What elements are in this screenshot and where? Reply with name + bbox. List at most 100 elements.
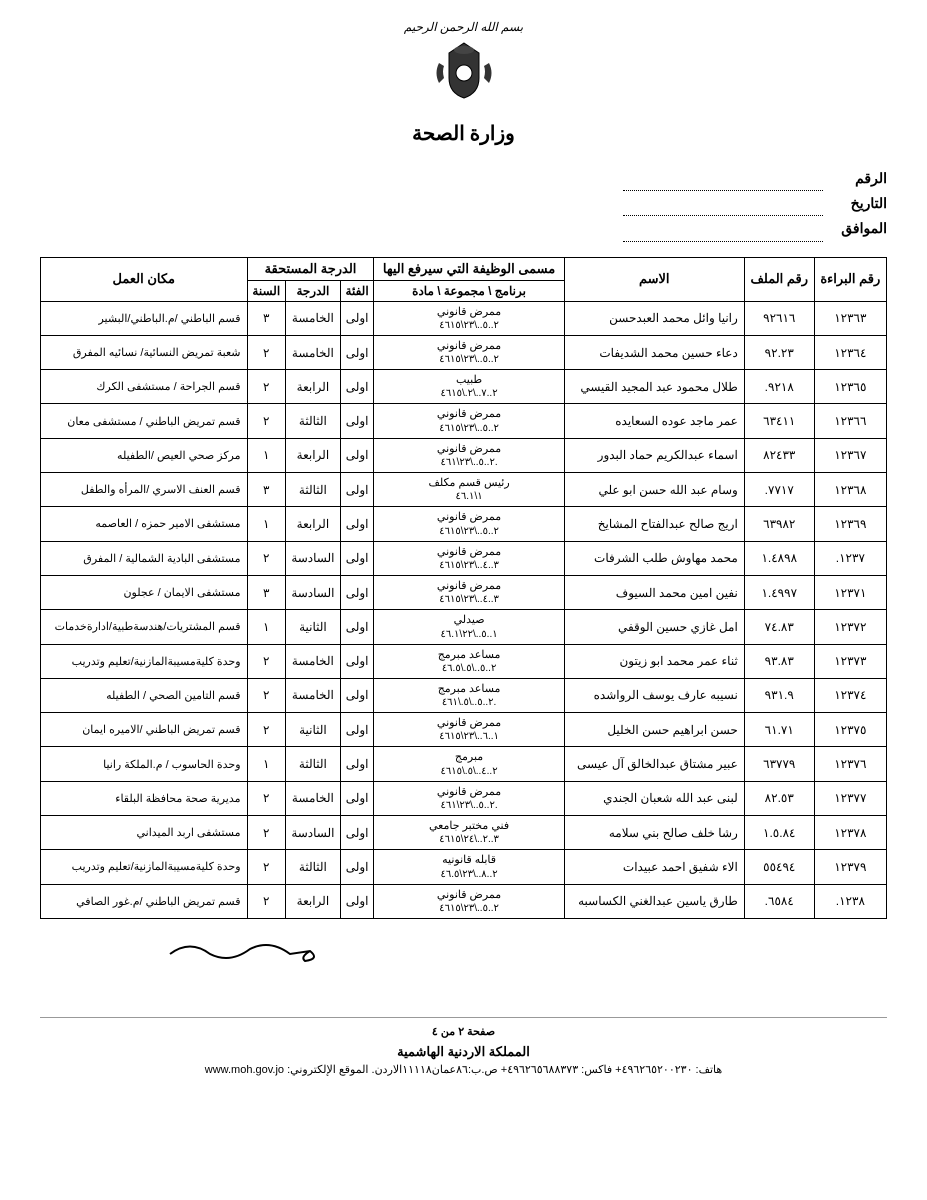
cell-year: ١ — [247, 507, 286, 541]
cell-bara: ١٢٣٦٤ — [814, 335, 886, 369]
page-number: صفحة ٢ من ٤ — [40, 1024, 887, 1041]
cell-file: ٩٢١٨. — [744, 370, 814, 404]
table-row: ١٢٣٧٨١.٥.٨٤رشا خلف صالح بني سلامهفني مخت… — [41, 816, 887, 850]
cell-workplace: قسم تمريض الباطني /م.غور الصافي — [41, 884, 248, 918]
cell-file: ٥٥٤٩٤ — [744, 850, 814, 884]
cell-grade: الثالثة — [286, 404, 341, 438]
cell-file: ٧٤.٨٣ — [744, 610, 814, 644]
cell-name: حسن ابراهيم حسن الخليل — [564, 713, 744, 747]
cell-category: اولى — [340, 507, 374, 541]
cell-category: اولى — [340, 678, 374, 712]
cell-grade: الخامسة — [286, 335, 341, 369]
cell-workplace: قسم الباطني /م.الباطني/البشير — [41, 301, 248, 335]
cell-year: ٢ — [247, 370, 286, 404]
cell-workplace: وحدة كليةمسيبةالمازنية/تعليم وتدريب — [41, 850, 248, 884]
cell-year: ٢ — [247, 678, 286, 712]
cell-position: ممرض قانوني٢..٥..\٢٣\٤٦١٥ — [374, 884, 564, 918]
col-grade: الدرجة — [286, 280, 341, 301]
cell-file: ١.٥.٨٤ — [744, 816, 814, 850]
cell-position: طبيب٢..٧..\٢.\٤٦١٥ — [374, 370, 564, 404]
col-workplace: مكان العمل — [41, 257, 248, 301]
table-row: ١٢٣٧٣٩٣.٨٣ثناء عمر محمد ابو زيتونمساعد م… — [41, 644, 887, 678]
cell-position: ممرض قانوني٣..٤..\٢٣\٤٦١٥ — [374, 541, 564, 575]
date-value — [623, 202, 823, 216]
table-row: ١٢٣٧٧٨٢.٥٣لبنى عبد الله شعبان الجنديممرض… — [41, 781, 887, 815]
cell-workplace: وحدة كليةمسيبةالمازنية/تعليم وتدريب — [41, 644, 248, 678]
cell-name: وسام عبد الله حسن ابو علي — [564, 473, 744, 507]
cell-position: فني مختبر جامعي٣..٢..\٢٤\٤٦١٥ — [374, 816, 564, 850]
cell-year: ٣ — [247, 575, 286, 609]
cell-workplace: قسم التامين الصحي / الطفيله — [41, 678, 248, 712]
cell-name: امل غازي حسين الوقفي — [564, 610, 744, 644]
cell-bara: ١٢٣٦٧ — [814, 438, 886, 472]
cell-file: ٩٢٦١٦ — [744, 301, 814, 335]
table-row: ١٢٣٦٧٨٢٤٣٣اسماء عبدالكريم حماد البدورممر… — [41, 438, 887, 472]
cell-year: ٢ — [247, 781, 286, 815]
cell-grade: الخامسة — [286, 781, 341, 815]
cell-position: صيدلي١..٥..\٢٢\٤٦.١ — [374, 610, 564, 644]
cell-workplace: قسم تمريض الباطني /الاميره ايمان — [41, 713, 248, 747]
cell-category: اولى — [340, 473, 374, 507]
cell-bara: ١٢٣٧٧ — [814, 781, 886, 815]
cell-name: اريج صالح عبدالفتاح المشايخ — [564, 507, 744, 541]
cell-workplace: مركز صحي العيص /الطفيله — [41, 438, 248, 472]
cell-name: نسيبه عارف يوسف الرواشده — [564, 678, 744, 712]
bismillah-text: بسم الله الرحمن الرحيم — [40, 20, 887, 34]
cell-workplace: مستشفى الايمان / عجلون — [41, 575, 248, 609]
cell-year: ٢ — [247, 884, 286, 918]
cell-category: اولى — [340, 335, 374, 369]
cell-workplace: مستشفى اربد الميداني — [41, 816, 248, 850]
cell-name: طارق ياسين عبدالغني الكساسبه — [564, 884, 744, 918]
cell-grade: الثالثة — [286, 747, 341, 781]
cell-workplace: مديرية صحة محافظة البلقاء — [41, 781, 248, 815]
cell-category: اولى — [340, 301, 374, 335]
cell-grade: الرابعة — [286, 438, 341, 472]
cell-workplace: قسم تمريض الباطني / مستشفى معان — [41, 404, 248, 438]
table-row: ١٢٣٧٥٦١.٧١حسن ابراهيم حسن الخليلممرض قان… — [41, 713, 887, 747]
cell-name: عبير مشتاق عبدالخالق آل عيسى — [564, 747, 744, 781]
cell-bara: ١٢٣٦٣ — [814, 301, 886, 335]
table-row: ١٢٣٦٨٧٧١٧.وسام عبد الله حسن ابو عليرئيس … — [41, 473, 887, 507]
cell-bara: ١٢٣٧٥ — [814, 713, 886, 747]
cell-bara: ١٢٣٦٨ — [814, 473, 886, 507]
cell-name: رشا خلف صالح بني سلامه — [564, 816, 744, 850]
cell-year: ٢ — [247, 713, 286, 747]
cell-position: مبرمج٢..٤..\٥.\٤٦١٥ — [374, 747, 564, 781]
kingdom-name: المملكة الاردنية الهاشمية — [40, 1042, 887, 1062]
cell-workplace: قسم الجراحة / مستشفى الكرك — [41, 370, 248, 404]
table-row: ١٢٣٦٦٦٣٤١١عمر ماجد عوده السعايدهممرض قان… — [41, 404, 887, 438]
cell-file: ١.٤٩٩٧ — [744, 575, 814, 609]
table-row: ١٢٣٧٦٦٣٧٧٩عبير مشتاق عبدالخالق آل عيسىمب… — [41, 747, 887, 781]
cell-year: ٢ — [247, 816, 286, 850]
cell-grade: السادسة — [286, 816, 341, 850]
table-row: ١٢٣٦٥٩٢١٨.طلال محمود عبد المجيد القيسيطب… — [41, 370, 887, 404]
cell-file: ١.٤٨٩٨ — [744, 541, 814, 575]
cell-category: اولى — [340, 884, 374, 918]
cell-year: ٢ — [247, 404, 286, 438]
cell-category: اولى — [340, 438, 374, 472]
cell-file: ٨٢٤٣٣ — [744, 438, 814, 472]
cell-category: اولى — [340, 850, 374, 884]
cell-year: ١ — [247, 747, 286, 781]
page-header: بسم الله الرحمن الرحيم وزارة الصحة — [40, 20, 887, 146]
form-fields: الرقم التاريخ الموافق — [40, 166, 887, 242]
cell-grade: الخامسة — [286, 678, 341, 712]
table-row: ١٢٣٧.١.٤٨٩٨محمد مهاوش طلب الشرفاتممرض قا… — [41, 541, 887, 575]
cell-file: ٩٣.٨٣ — [744, 644, 814, 678]
cell-grade: الثانية — [286, 610, 341, 644]
cell-position: رئيس قسم مكلف١\٤٦.١ — [374, 473, 564, 507]
table-row: ١٢٣٦٩٦٣٩٨٢اريج صالح عبدالفتاح المشايخممر… — [41, 507, 887, 541]
cell-bara: ١٢٣٧٦ — [814, 747, 886, 781]
cell-file: ٨٢.٥٣ — [744, 781, 814, 815]
cell-grade: السادسة — [286, 575, 341, 609]
cell-category: اولى — [340, 713, 374, 747]
cell-position: ممرض قانوني٢..٥..\٢٣\٤٦١. — [374, 438, 564, 472]
col-bara-no: رقم البراءة — [814, 257, 886, 301]
cell-grade: الثانية — [286, 713, 341, 747]
table-row: ١٢٣٨.٦٥٨٤.طارق ياسين عبدالغني الكساسبهمم… — [41, 884, 887, 918]
col-grade-group: الدرجة المستحقة — [247, 257, 374, 280]
col-position-group: مسمى الوظيفة التي سيرفع اليها — [374, 257, 564, 280]
cell-category: اولى — [340, 404, 374, 438]
col-year: السنة — [247, 280, 286, 301]
col-name: الاسم — [564, 257, 744, 301]
